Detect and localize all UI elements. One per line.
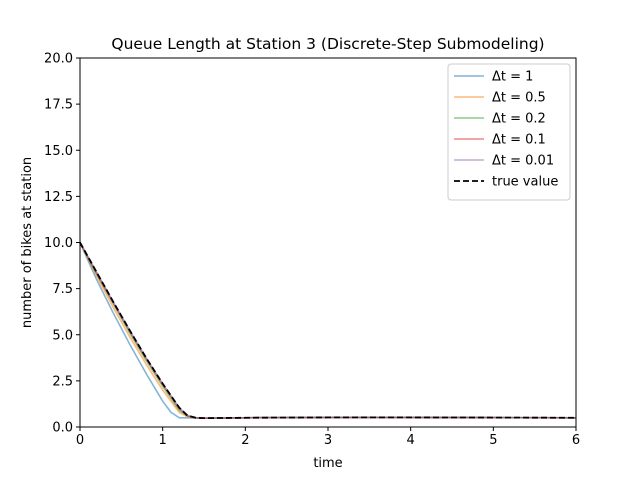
legend-box [447,63,571,201]
x-axis-label: time [313,456,342,471]
y-tick-label: 10.0 [44,236,73,251]
legend: Δt = 1 Δt = 0.5 Δt = 0.2 Δt = 0.1 Δt = 0.01 t… [447,63,571,201]
legend-label-4: Δt = 0.01 [492,154,554,169]
y-ticks: 0.0 2.5 5.0 7.5 10.0 12.5 15.0 17.5 20.0 [44,52,80,436]
x-tick-label: 1 [159,433,167,448]
legend-label-2: Δt = 0.2 [492,112,546,127]
x-tick-label: 4 [407,433,415,448]
x-ticks: 0 1 2 3 4 5 6 [76,427,580,448]
plot-lines [79,242,577,420]
y-tick-label: 20.0 [44,52,73,67]
y-tick-label: 5.0 [52,328,73,343]
x-tick-label: 3 [324,433,332,448]
chart-title: Queue Length at Station 3 (Discrete-Step… [111,35,544,53]
legend-label-0: Δt = 1 [492,70,533,85]
y-tick-label: 7.5 [52,282,73,297]
y-tick-label: 17.5 [44,98,73,113]
y-tick-label: 12.5 [44,190,73,205]
y-tick-label: 2.5 [52,374,73,389]
x-tick-label: 5 [489,433,497,448]
series-line-5 [79,242,577,420]
x-tick-label: 2 [241,433,249,448]
x-tick-label: 0 [76,433,84,448]
legend-label-5: true value [492,175,558,190]
x-tick-label: 6 [572,433,580,448]
y-tick-label: 0.0 [52,421,73,436]
legend-label-1: Δt = 0.5 [492,91,546,106]
y-tick-label: 15.0 [44,144,73,159]
y-axis-label: number of bikes at station [20,157,35,328]
legend-label-3: Δt = 0.1 [492,133,546,148]
